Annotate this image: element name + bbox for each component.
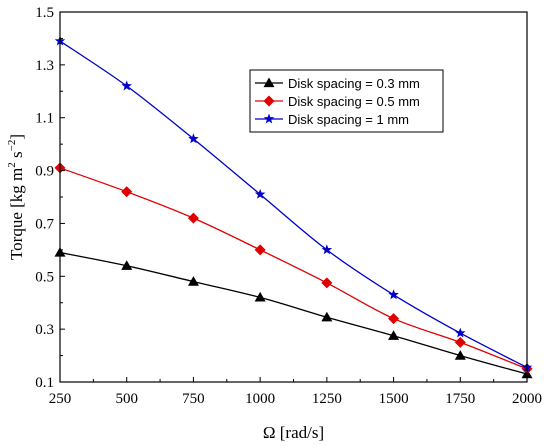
x-tick-label: 1750 [445, 391, 475, 407]
x-tick-label: 2000 [512, 391, 542, 407]
data-point [121, 260, 133, 270]
data-point [187, 276, 199, 286]
series-line [59, 251, 528, 375]
x-tick-label: 1250 [312, 391, 342, 407]
legend-entry: Disk spacing = 0.3 mm [288, 76, 420, 91]
series-line [59, 40, 528, 369]
x-tick-label: 500 [115, 391, 138, 407]
data-point [254, 188, 266, 199]
x-tick-label: 250 [49, 391, 72, 407]
y-axis-title-part: s [7, 151, 26, 162]
x-axis-title: Ω [rad/s] [263, 423, 324, 442]
data-point [254, 244, 266, 256]
data-point [254, 291, 266, 302]
x-tick-label: 750 [182, 391, 205, 407]
y-tick-label: 1.5 [35, 5, 54, 21]
legend: Disk spacing = 0.3 mm Disk spacing = 0.5 … [249, 69, 444, 133]
data-point [187, 212, 199, 224]
legend-swatch-marker [263, 77, 275, 88]
legend-entry: Disk spacing = 0.5 mm [288, 94, 420, 109]
data-point [388, 330, 400, 340]
data-point [388, 313, 400, 325]
data-point [321, 311, 333, 322]
legend-swatch-marker [263, 95, 275, 107]
y-axis-title-part: Torque [kg m [7, 168, 26, 260]
data-point [455, 327, 466, 338]
data-point [454, 350, 466, 360]
data-point [321, 244, 333, 255]
data-point [388, 289, 399, 300]
data-point [454, 336, 466, 348]
y-axis-title-part: ] [7, 134, 26, 140]
y-tick-label: 0.1 [35, 375, 54, 391]
y-tick-label: 0.5 [35, 269, 54, 285]
y-tick-label: 1.3 [35, 58, 54, 74]
y-tick-label: 0.7 [35, 216, 54, 232]
y-tick-label: 0.3 [35, 322, 54, 338]
data-point [121, 80, 132, 91]
y-axis-title: Torque [kg m2 s−2] [6, 134, 26, 260]
legend-entry: Disk spacing = 1 mm [288, 112, 409, 127]
y-tick-label: 1.1 [35, 111, 54, 127]
x-tick-label: 1500 [379, 391, 409, 407]
y-tick-label: 0.9 [35, 164, 54, 180]
data-point [188, 133, 199, 144]
data-point [121, 186, 133, 198]
series-line [59, 167, 528, 370]
ticks-layer: 250 500 750 1000 1250 1500 1750 2000 0.1 0.3 0.5 0.… [35, 5, 542, 407]
y-axis-title-part: 2 [6, 162, 18, 168]
data-point [321, 277, 333, 289]
x-tick-label: 1000 [245, 391, 275, 407]
y-axis-title-part: −2 [6, 140, 18, 152]
legend-swatch-marker [263, 113, 275, 124]
plot-frame [59, 11, 528, 383]
